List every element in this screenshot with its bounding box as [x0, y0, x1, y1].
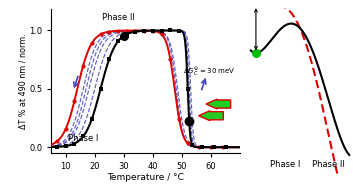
Text: Phase II: Phase II [312, 160, 345, 169]
Polygon shape [199, 111, 223, 121]
X-axis label: Temperature / °C: Temperature / °C [107, 173, 184, 181]
Text: $\Delta G_C^{\ominus}=30\ \mathrm{meV}$: $\Delta G_C^{\ominus}=30\ \mathrm{meV}$ [183, 65, 236, 78]
Text: Phase I: Phase I [68, 134, 98, 143]
Polygon shape [206, 99, 231, 109]
Y-axis label: ΔT % at 490 nm / norm.: ΔT % at 490 nm / norm. [19, 33, 28, 129]
Text: Phase II: Phase II [102, 13, 134, 22]
Text: Phase I: Phase I [269, 160, 300, 169]
